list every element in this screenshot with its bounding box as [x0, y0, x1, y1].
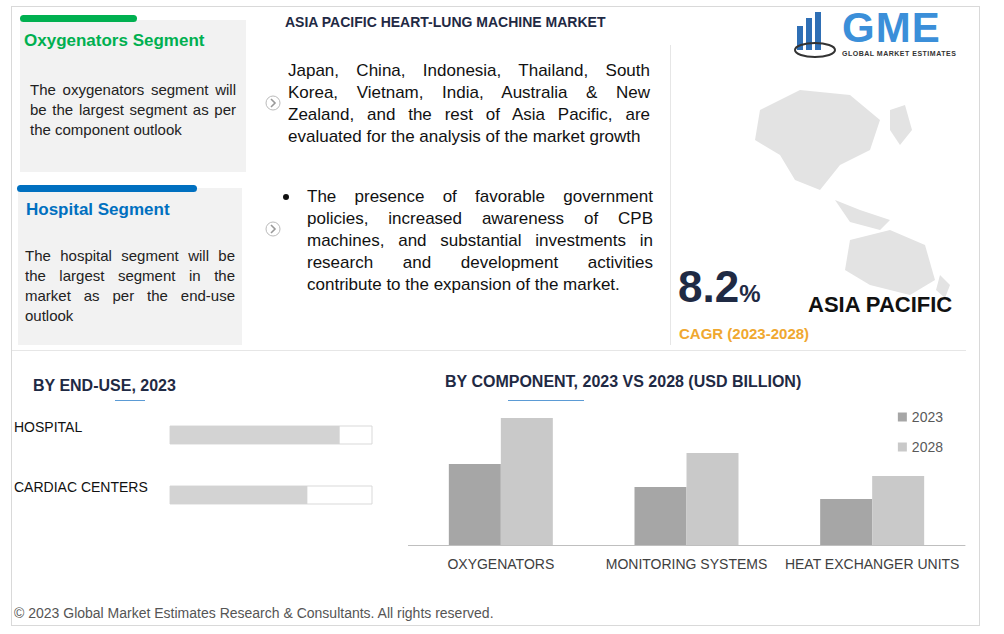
html-text:The presence of favorable gove: The presence of favorable government pol…: [307, 187, 653, 294]
html-text:GME: GME: [842, 4, 941, 51]
html-text:Oxygenators Segment: Oxygenators Segment: [24, 31, 205, 50]
html-text:8.2%: 8.2%: [678, 262, 761, 311]
html-text:ASIA PACIFIC HEART-LUNG MACHIN: ASIA PACIFIC HEART-LUNG MACHINE MARKET: [285, 14, 606, 30]
html-text:BY COMPONENT, 2023 VS 2028 (US: BY COMPONENT, 2023 VS 2028 (USD BILLION): [445, 373, 802, 390]
html-text:The hospital segment will be t: The hospital segment will be the largest…: [25, 247, 235, 324]
html-text:© 2023 Global Market Estimates: © 2023 Global Market Estimates Research …: [14, 605, 494, 621]
svg-text:2028: 2028: [912, 439, 943, 455]
html-text:ASIA PACIFIC: ASIA PACIFIC: [808, 292, 953, 317]
html-text:BY END-USE, 2023: BY END-USE, 2023: [33, 377, 176, 394]
html-text:Hospital Segment: Hospital Segment: [26, 200, 170, 219]
html-text:The oxygenators segment will b: The oxygenators segment will be the larg…: [30, 81, 236, 138]
svg-text:HEAT EXCHANGER UNITS: HEAT EXCHANGER UNITS: [785, 556, 960, 572]
svg-text:2023: 2023: [912, 409, 943, 425]
html-text:CAGR (2023-2028): CAGR (2023-2028): [679, 325, 810, 342]
svg-text:HOSPITAL: HOSPITAL: [14, 419, 82, 435]
html-text:GLOBAL MARKET ESTIMATES: GLOBAL MARKET ESTIMATES: [842, 50, 957, 57]
svg-text:MONITORING SYSTEMS: MONITORING SYSTEMS: [606, 556, 768, 572]
svg-text:CARDIAC CENTERS: CARDIAC CENTERS: [14, 479, 148, 495]
html-text:Japan, China, Indonesia, Thail: Japan, China, Indonesia, Thailand, South…: [288, 61, 650, 146]
svg-text:OXYGENATORS: OXYGENATORS: [447, 556, 554, 572]
